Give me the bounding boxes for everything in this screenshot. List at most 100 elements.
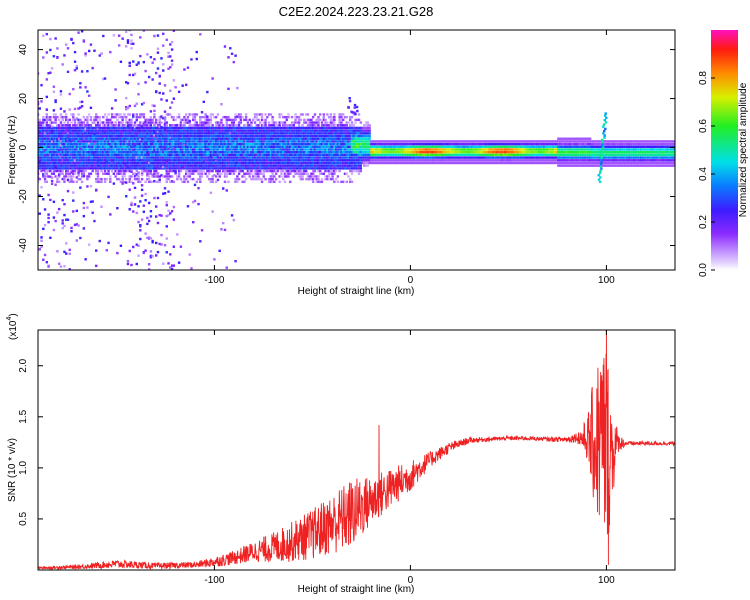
heatmap-cell [153, 159, 156, 162]
heatmap-cell [75, 151, 79, 154]
heatmap-cell [70, 148, 73, 151]
heatmap-cell [59, 93, 63, 96]
heatmap-cell [197, 151, 200, 154]
heatmap-cell [211, 175, 214, 178]
heatmap-cell [366, 132, 370, 135]
heatmap-cell [361, 153, 364, 157]
heatmap-cell [287, 161, 290, 165]
heatmap-cell [438, 148, 442, 151]
heatmap-cell [45, 167, 49, 170]
heatmap-cell [267, 169, 271, 173]
heatmap-cell [49, 145, 52, 149]
heatmap-cell [125, 30, 128, 34]
heatmap-cell [167, 137, 170, 140]
heatmap-cell [91, 169, 94, 173]
heatmap-cell [149, 126, 153, 130]
heatmap-cell [246, 159, 250, 162]
heatmap-cell [172, 140, 176, 143]
heatmap-cell [132, 161, 135, 165]
heatmap-cell [179, 151, 183, 154]
heatmap-cell [304, 153, 308, 157]
heatmap-cell [250, 145, 253, 149]
heatmap-cell [202, 132, 206, 135]
heatmap-cell [239, 145, 243, 149]
heatmap-cell [274, 172, 278, 175]
heatmap-cell [105, 172, 108, 175]
heatmap-cell [163, 121, 167, 124]
heatmap-cell [199, 151, 202, 154]
heatmap-cell [91, 200, 94, 203]
heatmap-cell [80, 159, 84, 162]
heatmap-cell [237, 159, 241, 162]
heatmap-cell [204, 167, 207, 170]
heatmap-cell [364, 148, 368, 151]
heatmap-cell [364, 137, 368, 140]
heatmap-cell [142, 30, 146, 32]
heatmap-cell [359, 132, 363, 135]
heatmap-cell [153, 126, 156, 130]
heatmap-cell [424, 142, 428, 146]
heatmap-cell [324, 118, 327, 122]
heatmap-cell [79, 137, 82, 140]
heatmap-cell [59, 129, 63, 132]
heatmap-cell [398, 142, 401, 146]
heatmap-cell [133, 148, 137, 151]
heatmap-cell [84, 86, 87, 89]
heatmap-cell [317, 115, 320, 119]
heatmap-cell [363, 140, 366, 143]
heatmap-cell [349, 148, 352, 151]
heatmap-cell [236, 129, 239, 132]
heatmap-cell [377, 151, 380, 154]
heatmap-cell [169, 212, 172, 215]
heatmap-cell [234, 161, 237, 165]
heatmap-cell [132, 140, 135, 143]
heatmap-cell [165, 124, 168, 127]
heatmap-cell [227, 142, 230, 146]
heatmap-cell [237, 124, 241, 127]
heatmap-cell [188, 161, 191, 165]
heatmap-cell [154, 241, 158, 245]
heatmap-cell [446, 153, 449, 157]
heatmap-cell [343, 140, 347, 143]
heatmap-cell [54, 37, 57, 40]
heatmap-cell [149, 180, 153, 184]
heatmap-cell [125, 96, 128, 100]
heatmap-cell [266, 169, 269, 173]
heatmap-cell [75, 148, 79, 151]
heatmap-cell [324, 142, 327, 146]
heatmap-cell [320, 148, 324, 151]
heatmap-cell [102, 164, 105, 167]
heatmap-cell [47, 264, 50, 268]
heatmap-cell [126, 145, 130, 149]
heatmap-cell [338, 134, 341, 138]
heatmap-cell [140, 177, 144, 181]
heatmap-cell [311, 134, 315, 138]
heatmap-cell [394, 151, 398, 154]
heatmap-cell [419, 148, 422, 151]
heatmap-cell [188, 148, 191, 151]
heatmap-cell [389, 156, 392, 159]
heatmap-cell [98, 153, 101, 157]
heatmap-cell [77, 31, 80, 34]
heatmap-cell [93, 129, 96, 132]
heatmap-cell [110, 159, 114, 162]
heatmap-cell [308, 164, 311, 167]
heatmap-cell [313, 161, 317, 165]
heatmap-cell [45, 78, 49, 81]
heatmap-cell [400, 156, 403, 159]
heatmap-cell [393, 142, 396, 146]
heatmap-cell [304, 140, 308, 143]
heatmap-cell [297, 153, 301, 157]
heatmap-cell [176, 132, 179, 135]
heatmap-cell [260, 180, 264, 184]
heatmap-cell [54, 151, 57, 154]
heatmap-cell [350, 169, 354, 173]
heatmap-cell [102, 34, 105, 38]
heatmap-cell [363, 164, 366, 167]
heatmap-cell [350, 124, 354, 127]
heatmap-cell [84, 159, 87, 162]
heatmap-cell [179, 177, 183, 181]
heatmap-cell [329, 129, 333, 132]
heatmap-cell [292, 175, 295, 178]
heatmap-cell [363, 151, 366, 154]
